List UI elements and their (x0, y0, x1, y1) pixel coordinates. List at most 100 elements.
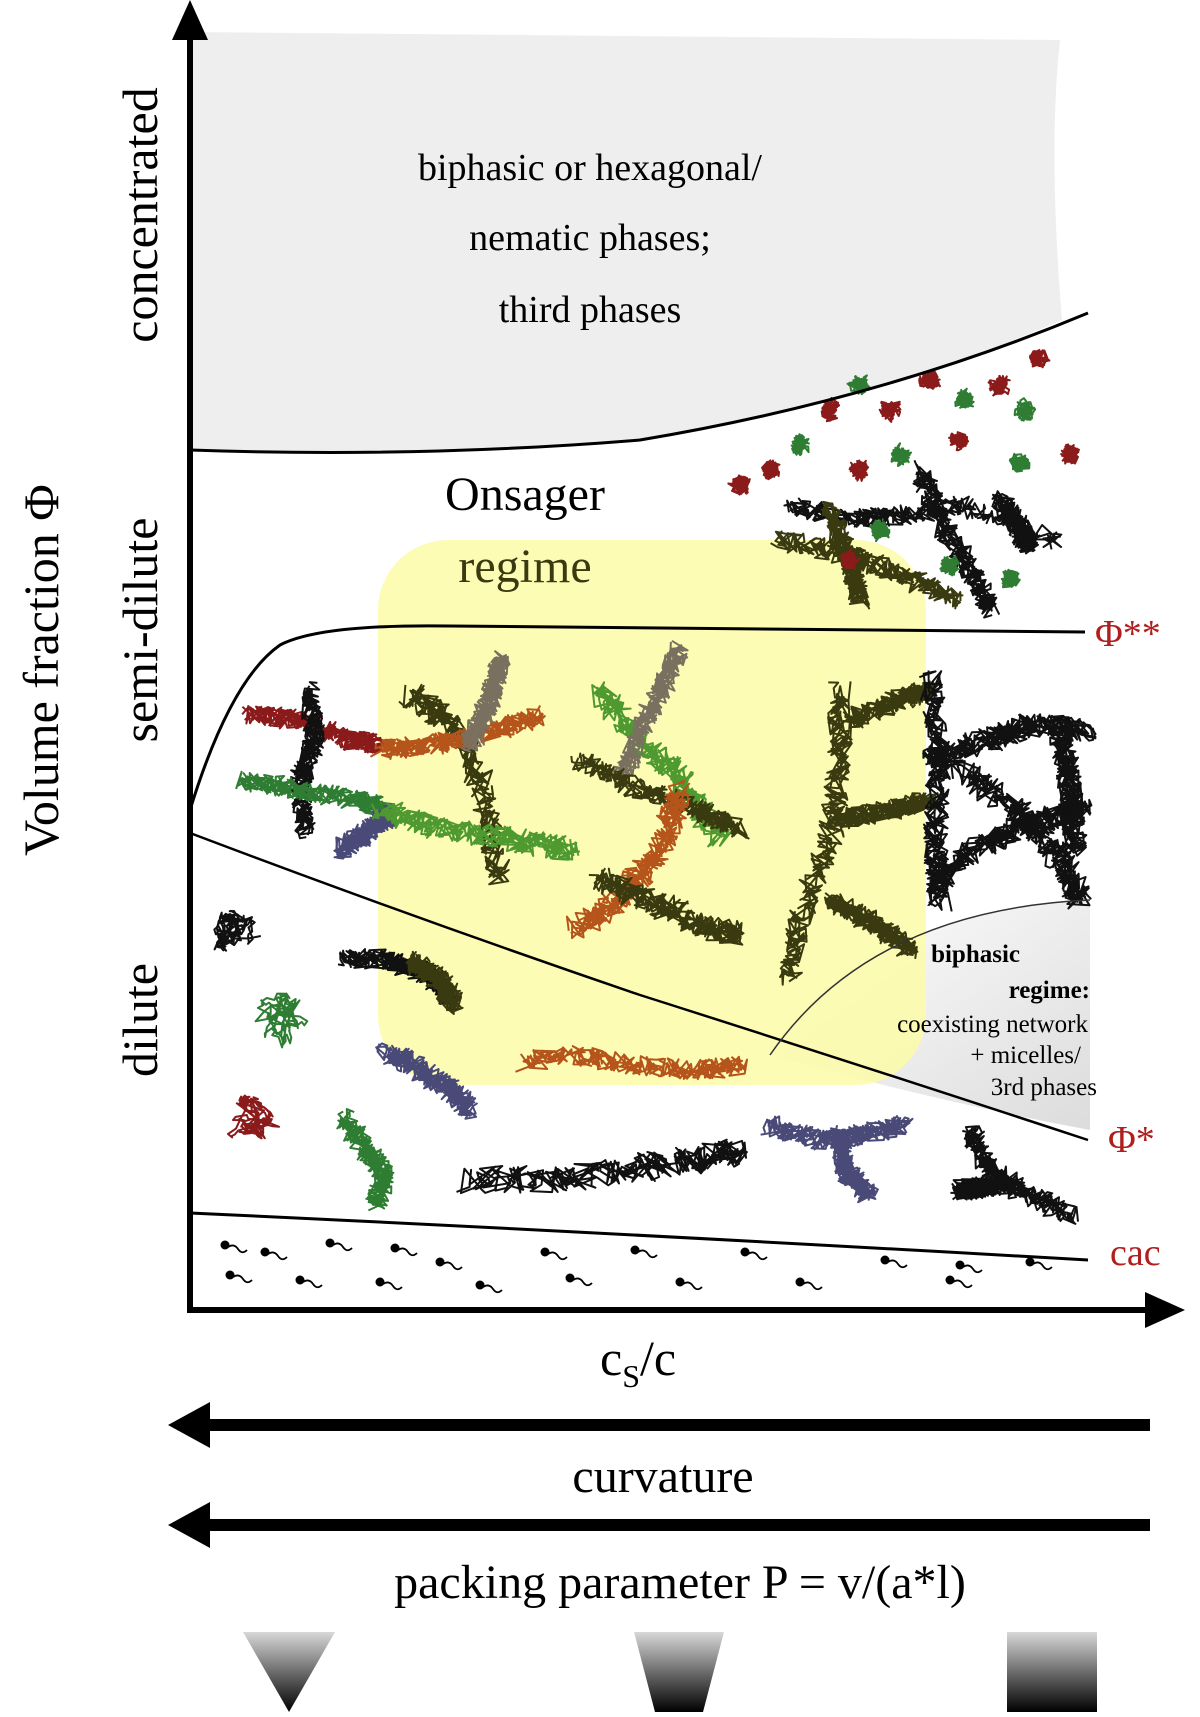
entangled-micelle (239, 775, 394, 820)
surfactant-monomer-icon (1025, 1257, 1035, 1267)
concentrated-boundary (189, 311, 1089, 454)
phi-star-line (189, 831, 1089, 1142)
biphasic-line-3: 3rd phases (991, 1074, 1097, 1101)
small-micelle (1008, 452, 1031, 473)
phi-double-star-label: Φ** (1095, 613, 1161, 655)
small-micelle (918, 368, 941, 390)
network-micelle (952, 760, 1090, 910)
entangled-micelle (571, 779, 688, 940)
surfactant-monomer-icon (325, 1238, 335, 1248)
onsager-title: Onsager (445, 468, 605, 521)
network-micelle (912, 471, 996, 619)
small-micelle (820, 396, 841, 423)
surfactant-monomer-tail (302, 1279, 323, 1289)
surfactant-monomer-tail (482, 1284, 503, 1294)
left-arrow-icon (168, 1502, 210, 1548)
entangled-micelle (377, 710, 547, 759)
network-micelle (916, 466, 997, 615)
spherical-micelle (213, 909, 261, 952)
biphasic-title-2: regime: (1009, 977, 1090, 1004)
surfactant-monomer-tail (382, 1281, 403, 1291)
packing-parameter-label: packing parameter P = v/(a*l) (394, 1556, 966, 1609)
top-phase-line-1: biphasic or hexagonal/ (418, 147, 762, 189)
small-micelle (869, 519, 891, 543)
cac-label: cac (1110, 1232, 1161, 1274)
entangled-micelle (613, 644, 684, 784)
branched-micelle (951, 1174, 1010, 1201)
small-micelle (939, 555, 960, 577)
surfactant-monomer-icon (475, 1280, 485, 1290)
network-micelle (780, 681, 853, 983)
entangled-micelle (593, 867, 744, 945)
phi-double-star-line (188, 624, 1086, 811)
long-worm-micelle (475, 1139, 749, 1194)
entangled-micelle (376, 801, 581, 860)
y-axis-arrow-icon (172, 0, 208, 40)
region-label-concentrated: concentrated (112, 87, 168, 342)
short-worm-micelle (336, 1110, 394, 1208)
network-micelle (770, 532, 964, 605)
small-micelle (987, 374, 1011, 397)
biphasic-boundary (769, 899, 1091, 1056)
network-micelle (844, 681, 939, 729)
surfactant-monomer-tail (267, 1251, 288, 1261)
surfactant-monomer-tail (1032, 1261, 1053, 1271)
branched-micelle (964, 1125, 1076, 1224)
surfactant-monomer-icon (435, 1257, 445, 1267)
surfactant-monomer-tail (442, 1261, 463, 1271)
top-phase-line-2: nematic phases; (469, 217, 711, 259)
short-worm-micelle (376, 1043, 479, 1120)
small-micelle (839, 548, 861, 571)
spherical-micelle (254, 992, 309, 1049)
surfactant-monomer-tail (802, 1281, 823, 1291)
concentrated-region (190, 32, 1062, 453)
truncated-cone-shape-icon (634, 1632, 724, 1712)
surfactant-monomer-tail (952, 1279, 973, 1289)
surfactant-monomer-icon (375, 1277, 385, 1287)
network-micelle (834, 792, 938, 830)
entangled-micelle (245, 705, 388, 754)
surfactant-monomer-tail (682, 1281, 703, 1291)
small-micelle (890, 442, 913, 467)
surfactant-monomer-tail (887, 1259, 908, 1269)
small-micelle (948, 431, 970, 452)
surfactant-monomer-icon (795, 1277, 805, 1287)
surfactant-monomer-tail (332, 1242, 353, 1252)
cylinder-shape-icon (1007, 1632, 1097, 1712)
surfactant-monomer-icon (260, 1247, 270, 1257)
small-micelle (761, 459, 781, 481)
network-micelle (825, 894, 919, 956)
small-micelle (954, 387, 975, 410)
biphasic-line-1: coexisting network (897, 1011, 1088, 1038)
surfactant-monomer-icon (945, 1275, 955, 1285)
biphasic-title-1: biphasic (931, 941, 1020, 968)
biphasic-line-2: + micelles/ (970, 1042, 1081, 1069)
surfactant-monomer-tail (397, 1247, 418, 1257)
surfactant-monomer-tail (227, 1244, 248, 1254)
surfactant-monomer-tail (637, 1249, 658, 1259)
network-micelle (774, 530, 959, 610)
y-axis-label: Volume fraction Φ (13, 484, 69, 856)
small-micelle (727, 474, 751, 496)
left-arrow-icon (168, 1402, 210, 1448)
cac-line (189, 1211, 1089, 1262)
surfactant-monomer-tail (747, 1251, 768, 1261)
surfactant-monomer-tail (232, 1274, 253, 1284)
region-label-dilute: dilute (112, 963, 168, 1077)
branched-micelle (830, 1127, 876, 1203)
onsager-subtitle: regime (458, 540, 591, 593)
cone-shape-icon (243, 1632, 335, 1712)
surfactant-monomer-icon (740, 1247, 750, 1257)
short-worm-micelle (407, 953, 458, 1015)
worm-micelle (515, 1045, 748, 1081)
small-micelle (1060, 443, 1080, 465)
surfactant-monomer-icon (225, 1270, 235, 1280)
x-axis-label: cS/c (600, 1330, 676, 1394)
surfactant-monomer-icon (880, 1255, 890, 1265)
phi-star-label: Φ* (1108, 1119, 1155, 1161)
surfactant-monomer-icon (630, 1245, 640, 1255)
x-axis-arrow-icon (1145, 1292, 1185, 1328)
small-micelle (878, 400, 902, 423)
micelle-illustrations (213, 348, 1097, 1294)
